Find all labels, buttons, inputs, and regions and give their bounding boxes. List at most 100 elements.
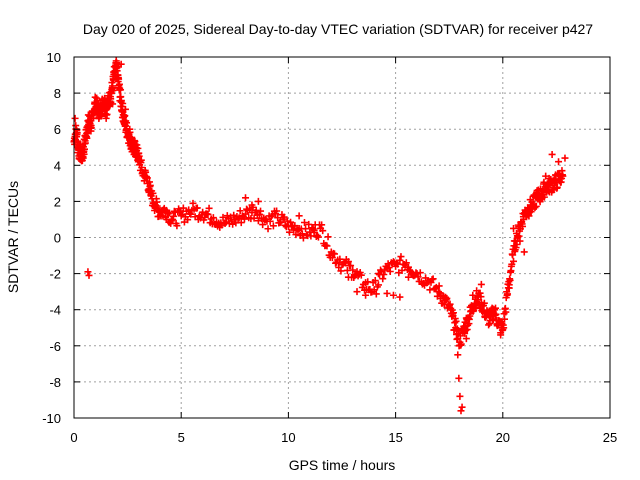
data-point [295,212,303,220]
data-point [510,257,518,265]
data-point [386,268,394,276]
data-point [404,273,412,281]
data-point [126,125,134,133]
data-point [266,217,274,225]
data-point [477,293,485,301]
data-point [330,250,338,258]
data-point [516,237,524,245]
data-point [344,273,352,281]
data-point [561,154,569,162]
data-point [514,233,522,241]
data-point [429,275,437,283]
data-point [498,320,506,328]
data-point [83,134,91,142]
data-point [497,331,505,339]
data-point [492,310,500,318]
data-point [209,214,217,222]
data-point [117,60,125,68]
data-point [347,262,355,270]
y-axis-label: SDTVAR / TECUs [5,181,21,293]
data-point [362,291,370,299]
data-point [91,93,99,101]
data-points [70,57,569,415]
y-tick-label: 8 [54,86,61,101]
data-point [109,87,117,95]
data-point [379,275,387,283]
data-point [130,150,138,158]
data-point [344,258,352,266]
x-tick-label: 25 [603,430,617,445]
y-tick-label: 0 [54,231,61,246]
data-point [179,204,187,212]
data-point [455,374,463,382]
data-point [426,286,434,294]
data-point [117,86,125,94]
data-point [435,282,443,290]
data-point [500,324,508,332]
data-point [443,294,451,302]
data-point [540,178,548,186]
data-point [542,172,550,180]
data-point [280,213,288,221]
data-point [323,242,331,250]
data-point [506,276,514,284]
x-tick-label: 0 [70,430,77,445]
data-point [273,207,281,215]
y-tick-label: 4 [54,158,61,173]
data-point [341,259,349,267]
data-point [234,215,242,223]
data-point [237,219,245,227]
data-point [292,231,300,239]
data-point [121,112,129,120]
data-point [78,147,86,155]
y-tick-label: -10 [42,411,61,426]
data-point [452,317,460,325]
data-point [305,220,313,228]
x-axis-label: GPS time / hours [289,457,396,473]
data-point [501,315,509,323]
data-point [113,75,121,83]
data-point [96,107,104,115]
data-point [135,152,143,160]
data-point [223,212,231,220]
data-point [121,105,129,113]
data-point [84,268,92,276]
data-point [398,266,406,274]
data-point [287,218,295,226]
y-tick-label: 2 [54,194,61,209]
data-point [229,220,237,228]
data-point [527,201,535,209]
data-point [457,340,465,348]
data-point [502,308,510,316]
grid-layer [74,57,610,418]
data-point [477,280,485,288]
data-point [236,207,244,215]
data-point [553,183,561,191]
data-point [123,119,131,127]
y-tick-label: -6 [49,339,61,354]
data-point [337,267,345,275]
y-tick-label: 6 [54,122,61,137]
data-point [114,62,122,70]
data-point [533,187,541,195]
y-tick-label: -8 [49,375,61,390]
data-point [302,225,310,233]
data-point [353,288,361,296]
data-point [164,210,172,218]
data-point [204,210,212,218]
y-tick-label: 10 [47,50,61,65]
data-point [230,211,238,219]
data-point [269,222,277,230]
chart-title: Day 020 of 2025, Sidereal Day-to-day VTE… [83,21,593,37]
data-point [71,114,79,122]
data-point [414,273,422,281]
data-point [389,258,397,266]
data-point [133,141,141,149]
data-point [189,199,197,207]
data-point [349,266,357,274]
data-point [173,222,181,230]
data-point [505,284,513,292]
data-point [385,264,393,272]
data-point [532,202,540,210]
data-point [85,271,93,279]
